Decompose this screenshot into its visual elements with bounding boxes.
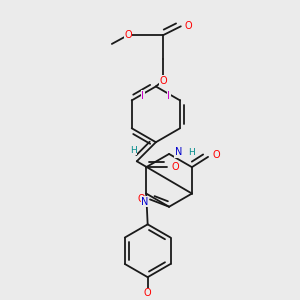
Text: O: O [184, 21, 192, 31]
Text: O: O [144, 288, 152, 298]
Text: O: O [212, 150, 220, 161]
Text: N: N [141, 197, 148, 207]
Text: O: O [137, 194, 145, 204]
Text: O: O [124, 30, 132, 40]
Text: I: I [141, 91, 144, 101]
Text: O: O [171, 162, 179, 172]
Text: I: I [167, 91, 170, 101]
Text: H: H [188, 148, 194, 157]
Text: H: H [130, 146, 136, 155]
Text: N: N [175, 148, 182, 158]
Text: O: O [159, 76, 167, 85]
